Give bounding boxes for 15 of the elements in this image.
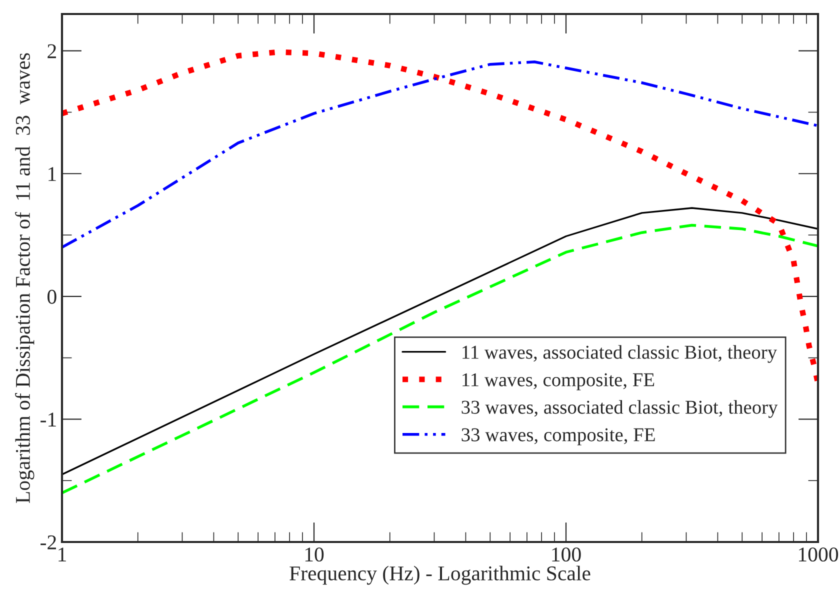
x-tick-label: 1000: [799, 547, 838, 562]
y-tick-label: 2: [48, 44, 56, 58]
y-tick-label: 1: [48, 167, 56, 181]
legend-label: 11 waves, associated classic Biot, theory: [462, 345, 777, 363]
legend-label: 33 waves, associated classic Biot, theory: [462, 400, 778, 418]
y-tick-label: -1: [40, 412, 56, 426]
x-axis-title: Frequency (Hz) - Logarithmic Scale: [290, 566, 590, 585]
y-tick-label: 0: [48, 290, 56, 304]
x-tick-label: 100: [552, 547, 581, 562]
x-tick-label: 1: [58, 548, 66, 562]
legend-label: 33 waves, composite, FE: [462, 428, 655, 446]
y-axis-title: Logarithm of Dissipation Factor of 11 and 33 waves: [15, 53, 34, 503]
legend-label: 11 waves, composite, FE: [462, 373, 654, 390]
y-tick-label: -2: [40, 535, 56, 550]
x-tick-label: 10: [305, 547, 324, 562]
